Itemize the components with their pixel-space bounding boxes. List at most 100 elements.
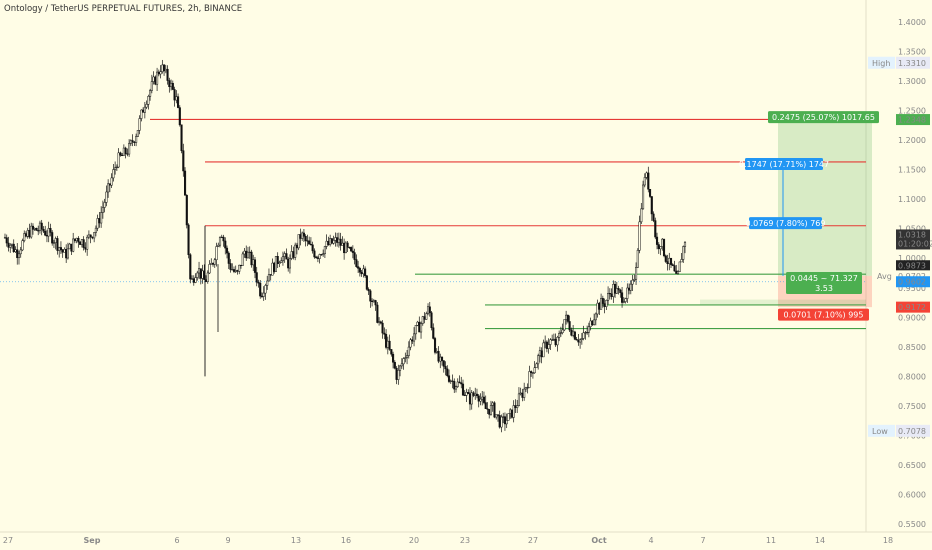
candle-body (407, 346, 410, 356)
y-tick-label: 1.1500 (898, 166, 926, 175)
candle-body (440, 356, 444, 361)
candle-body (661, 238, 664, 247)
candle-body (304, 236, 307, 241)
candle-body (648, 189, 652, 197)
candle-body (572, 331, 575, 336)
candle-body (598, 302, 601, 310)
key-price-tag-bg (868, 56, 895, 69)
candle-body (117, 152, 120, 168)
candle-body (362, 268, 365, 275)
candle-body (28, 230, 31, 238)
annotation-text: 0.0701 (7.10%) 995 (783, 311, 863, 320)
price-label-value: 0.9602 (898, 278, 926, 287)
candle-body (145, 104, 148, 108)
candle-body (243, 250, 246, 255)
candle-body (655, 236, 659, 245)
candle-body (7, 242, 10, 248)
candle-body (131, 140, 134, 143)
candle-body (582, 332, 585, 339)
candle-body (556, 337, 559, 346)
candle-body (330, 238, 333, 244)
candle-body (682, 246, 685, 260)
candle-body (227, 252, 230, 264)
candle-body (154, 76, 157, 85)
candle-body (535, 363, 538, 369)
candle-body (24, 233, 28, 237)
candle-body (267, 274, 271, 282)
candle-body (589, 320, 592, 327)
candle-body (19, 249, 22, 255)
candle-body (528, 371, 531, 388)
candle-body (107, 183, 110, 193)
candle-body (559, 332, 562, 334)
candle-body (444, 366, 447, 370)
candle-body (232, 269, 236, 272)
candle-body (624, 298, 627, 302)
candle-body (516, 405, 519, 409)
candle-body (58, 247, 61, 251)
candle-body (633, 278, 636, 281)
candle-body (418, 321, 421, 333)
key-price-tag-label: High (872, 59, 890, 68)
candle-body (44, 230, 47, 236)
candle-body (479, 398, 482, 402)
candle-body (259, 282, 262, 297)
candle-body (514, 405, 517, 409)
candle-body (486, 408, 489, 410)
candle-body (273, 262, 276, 272)
candle-body (381, 322, 384, 334)
x-tick-label: 11 (766, 536, 776, 545)
annotation-text: 0.0769 (7.80%) 769 (745, 219, 825, 228)
candle-body (246, 252, 250, 259)
candle-body (114, 167, 117, 170)
candle-body (142, 109, 145, 113)
candle-body (675, 270, 678, 274)
candle-body (341, 242, 344, 246)
candle-body (257, 281, 260, 284)
candle-body (175, 96, 178, 101)
candle-body (136, 130, 139, 137)
candle-body (671, 264, 674, 266)
candle-body (336, 237, 339, 243)
candle-body (14, 249, 17, 253)
candle-body (301, 232, 304, 239)
candle-body (371, 300, 374, 302)
candle-body (276, 256, 279, 264)
candle-body (385, 334, 388, 348)
candle-body (30, 225, 33, 238)
candle-body (213, 259, 216, 265)
candle-body (166, 68, 169, 81)
candle-body (477, 395, 480, 402)
candle-body (570, 329, 573, 336)
candle-body (544, 341, 547, 344)
candle-body (51, 232, 54, 244)
y-tick-label: 1.3000 (898, 77, 926, 86)
y-tick-label: 0.8500 (898, 343, 926, 352)
candle-body (587, 326, 590, 333)
candle-body (80, 239, 83, 245)
key-price-tag-value: 0.7078 (898, 427, 926, 436)
candle-body (100, 212, 103, 224)
candle-body (323, 246, 326, 254)
candle-body (5, 237, 8, 244)
candle-body (177, 96, 180, 108)
x-tick-label: 18 (883, 536, 893, 545)
candle-body (510, 409, 513, 418)
candle-body (351, 250, 354, 253)
candle-body (110, 177, 113, 186)
candle-body (73, 238, 76, 241)
candle-body (236, 270, 239, 272)
candle-body (428, 306, 431, 314)
candle-body (91, 236, 94, 239)
candle-body (629, 283, 632, 291)
candle-body (475, 393, 479, 397)
candle-body (194, 277, 197, 283)
candle-body (302, 232, 305, 237)
candle-body (156, 71, 159, 85)
candle-body (437, 350, 440, 362)
candle-body (63, 249, 66, 253)
annotation-pill (778, 308, 869, 321)
candle-body (493, 402, 496, 418)
candle-body (121, 154, 124, 157)
